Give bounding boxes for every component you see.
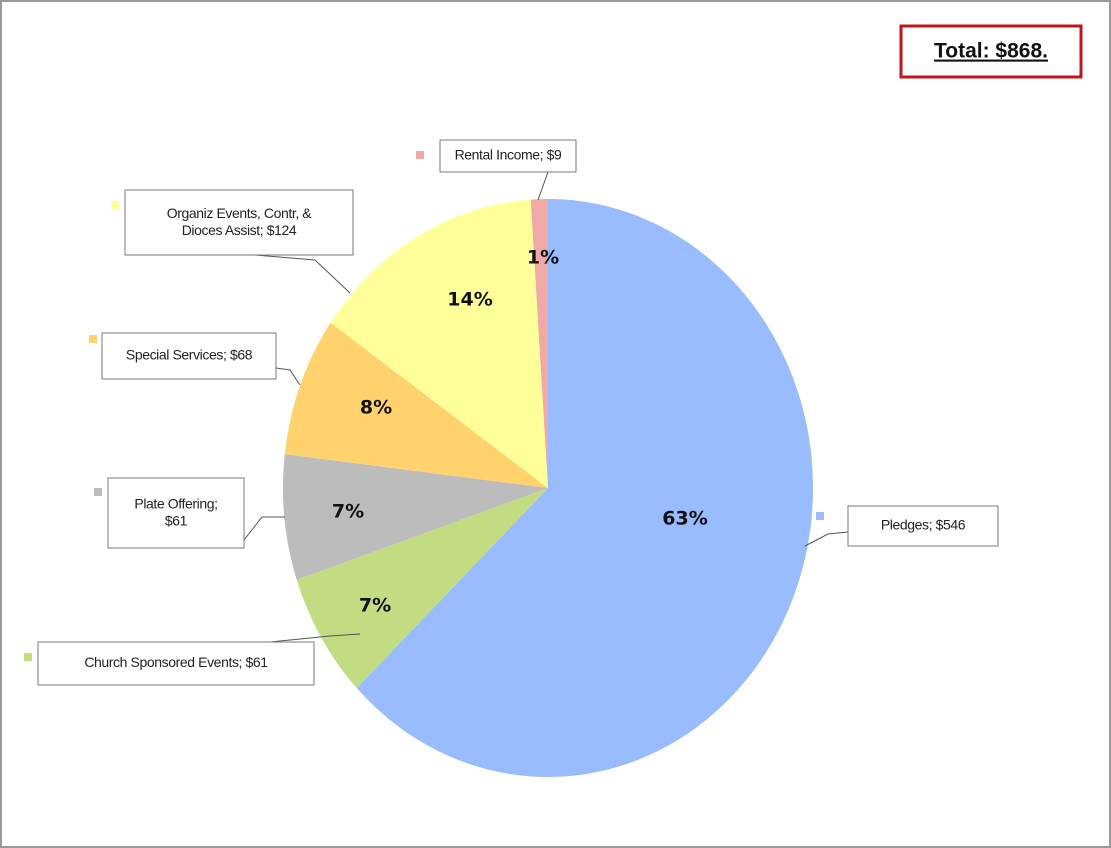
callout-box: [101, 332, 277, 380]
callout-box: [439, 139, 577, 173]
pie-slice: [330, 199, 548, 488]
percent-label: 14%: [447, 289, 492, 311]
legend-marker: [89, 335, 97, 343]
total-box: [899, 24, 1083, 79]
pie-slice: [283, 454, 548, 580]
percent-label: 8%: [360, 397, 392, 419]
callout-box: [107, 477, 245, 549]
leader-line: [275, 367, 301, 386]
callout-label: Special Services; $68: [126, 347, 253, 363]
percent-label: 7%: [332, 501, 364, 523]
legend-marker: [24, 653, 32, 661]
total-label: Total: $868.: [934, 40, 1048, 63]
callout-label: Organiz Events, Contr, & Dioces Assist; $…: [167, 205, 313, 238]
callout-label: Church Sponsored Events; $61: [84, 654, 268, 670]
percent-label: 1%: [527, 247, 559, 269]
callout-label: Rental Income; $9: [455, 147, 562, 163]
callout-box: [847, 505, 999, 547]
legend-marker: [416, 151, 424, 159]
legend-marker: [816, 512, 824, 520]
pie: [283, 199, 814, 777]
legend-marker: [94, 488, 102, 496]
legend-marker: [111, 201, 119, 209]
labels: Pledges; $546 63% Church Sponsored Events;…: [24, 139, 999, 686]
callout-label: Pledges; $546: [881, 517, 966, 533]
callout-box: [37, 641, 315, 686]
pie-slice: [284, 322, 548, 488]
leader-line: [804, 531, 849, 547]
leader-line: [243, 516, 285, 541]
leader-line: [269, 633, 361, 643]
leader-line: [254, 254, 351, 294]
callout-box: [124, 189, 354, 256]
percent-label: 63%: [662, 508, 707, 530]
percent-label: 7%: [359, 595, 391, 617]
pie-slice: [296, 488, 548, 689]
pie-slice: [530, 199, 548, 488]
callout-label: Plate Offering; $61: [134, 495, 217, 528]
pie-slice: [356, 199, 814, 777]
